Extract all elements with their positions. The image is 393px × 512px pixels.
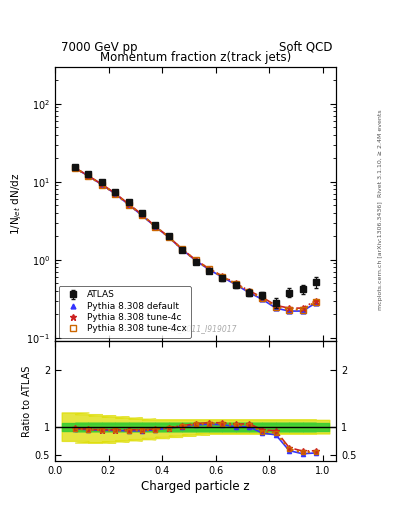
Pythia 8.308 tune-4c xyxy=(99,181,104,187)
Pythia 8.308 default xyxy=(314,300,318,306)
Line: Pythia 8.308 tune-4cx: Pythia 8.308 tune-4cx xyxy=(72,165,319,312)
Pythia 8.308 tune-4c xyxy=(86,173,91,179)
Pythia 8.308 default xyxy=(274,305,278,311)
Pythia 8.308 tune-4c xyxy=(73,165,77,171)
Pythia 8.308 tune-4cx xyxy=(314,298,318,305)
Pythia 8.308 tune-4cx xyxy=(274,304,278,310)
Pythia 8.308 tune-4c xyxy=(166,234,171,240)
Pythia 8.308 tune-4cx xyxy=(207,266,211,272)
Legend: ATLAS, Pythia 8.308 default, Pythia 8.308 tune-4c, Pythia 8.308 tune-4cx: ATLAS, Pythia 8.308 default, Pythia 8.30… xyxy=(59,286,191,338)
Y-axis label: 1/N$_{jet}$ dN/dz: 1/N$_{jet}$ dN/dz xyxy=(9,173,24,235)
Pythia 8.308 default xyxy=(113,191,118,197)
Text: Rivet 3.1.10, ≥ 2.4M events: Rivet 3.1.10, ≥ 2.4M events xyxy=(378,110,383,198)
Pythia 8.308 tune-4cx xyxy=(233,281,238,287)
Pythia 8.308 default xyxy=(99,182,104,188)
Pythia 8.308 tune-4c xyxy=(126,201,131,207)
Pythia 8.308 default xyxy=(207,266,211,272)
X-axis label: Charged particle z: Charged particle z xyxy=(141,480,250,493)
Pythia 8.308 tune-4c xyxy=(193,257,198,263)
Pythia 8.308 tune-4cx xyxy=(126,202,131,208)
Pythia 8.308 default xyxy=(287,308,292,314)
Pythia 8.308 tune-4cx xyxy=(113,191,118,197)
Pythia 8.308 default xyxy=(126,202,131,208)
Pythia 8.308 tune-4cx xyxy=(73,165,77,171)
Pythia 8.308 default xyxy=(140,212,144,219)
Pythia 8.308 default xyxy=(166,234,171,240)
Pythia 8.308 tune-4c xyxy=(140,211,144,218)
Pythia 8.308 tune-4cx xyxy=(180,246,184,252)
Pythia 8.308 tune-4c xyxy=(274,302,278,308)
Line: Pythia 8.308 default: Pythia 8.308 default xyxy=(73,165,318,313)
Pythia 8.308 default xyxy=(300,308,305,314)
Pythia 8.308 tune-4cx xyxy=(153,224,158,230)
Text: mcplots.cern.ch [arXiv:1306.3436]: mcplots.cern.ch [arXiv:1306.3436] xyxy=(378,202,383,310)
Pythia 8.308 tune-4c xyxy=(220,273,225,279)
Pythia 8.308 tune-4cx xyxy=(86,173,91,179)
Line: Pythia 8.308 tune-4c: Pythia 8.308 tune-4c xyxy=(72,164,320,312)
Pythia 8.308 default xyxy=(260,296,265,303)
Pythia 8.308 tune-4cx xyxy=(260,295,265,302)
Text: Soft QCD: Soft QCD xyxy=(279,41,332,54)
Pythia 8.308 tune-4cx xyxy=(247,289,252,295)
Y-axis label: Ratio to ATLAS: Ratio to ATLAS xyxy=(22,366,32,437)
Pythia 8.308 tune-4c xyxy=(314,297,318,304)
Text: ATLAS_2011_I919017: ATLAS_2011_I919017 xyxy=(154,324,237,333)
Pythia 8.308 tune-4c xyxy=(300,305,305,311)
Pythia 8.308 tune-4cx xyxy=(140,212,144,218)
Pythia 8.308 tune-4c xyxy=(207,266,211,272)
Pythia 8.308 tune-4cx xyxy=(166,234,171,240)
Pythia 8.308 default xyxy=(180,247,184,253)
Pythia 8.308 default xyxy=(220,274,225,280)
Pythia 8.308 default xyxy=(86,173,91,179)
Pythia 8.308 tune-4cx xyxy=(300,307,305,313)
Pythia 8.308 tune-4c xyxy=(113,190,118,197)
Pythia 8.308 tune-4c xyxy=(260,294,265,301)
Pythia 8.308 default xyxy=(73,165,77,171)
Pythia 8.308 tune-4c xyxy=(153,223,158,229)
Pythia 8.308 tune-4cx xyxy=(99,182,104,188)
Pythia 8.308 tune-4c xyxy=(247,288,252,294)
Pythia 8.308 default xyxy=(247,289,252,295)
Pythia 8.308 default xyxy=(233,282,238,288)
Pythia 8.308 tune-4c xyxy=(180,246,184,252)
Pythia 8.308 tune-4cx xyxy=(220,273,225,280)
Text: 7000 GeV pp: 7000 GeV pp xyxy=(61,41,138,54)
Pythia 8.308 tune-4cx xyxy=(193,257,198,263)
Title: Momentum fraction z(track jets): Momentum fraction z(track jets) xyxy=(100,51,291,64)
Pythia 8.308 tune-4cx xyxy=(287,307,292,313)
Pythia 8.308 tune-4c xyxy=(287,305,292,311)
Pythia 8.308 default xyxy=(153,224,158,230)
Pythia 8.308 tune-4c xyxy=(233,280,238,286)
Pythia 8.308 default xyxy=(193,258,198,264)
